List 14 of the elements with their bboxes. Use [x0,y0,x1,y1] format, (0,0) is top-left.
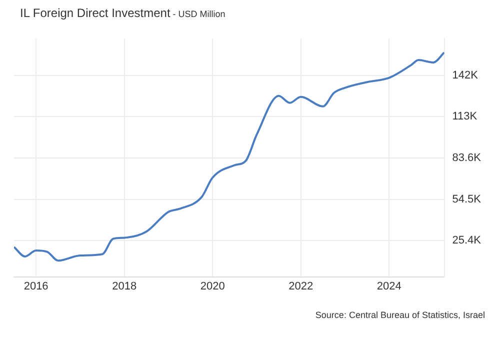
chart-title: IL Foreign Direct Investment [20,6,170,20]
y-tick-label: 25.4K [452,234,482,247]
chart-subtitle: - USD Million [172,9,226,19]
x-tick-label: 2020 [200,280,225,292]
y-tick-label: 142K [452,69,479,82]
y-tick-label: 54.5K [452,193,482,206]
x-tick-label: 2016 [24,280,48,292]
x-tick-label: 2022 [288,280,314,292]
line-series [14,52,444,262]
x-tick-label: 2024 [376,280,402,292]
x-tick-label: 2018 [112,280,137,292]
y-tick-label: 83.6K [452,152,482,164]
source-note: Source: Central Bureau of Statistics, Israel [315,310,485,320]
y-tick-label: 113K [452,110,478,123]
